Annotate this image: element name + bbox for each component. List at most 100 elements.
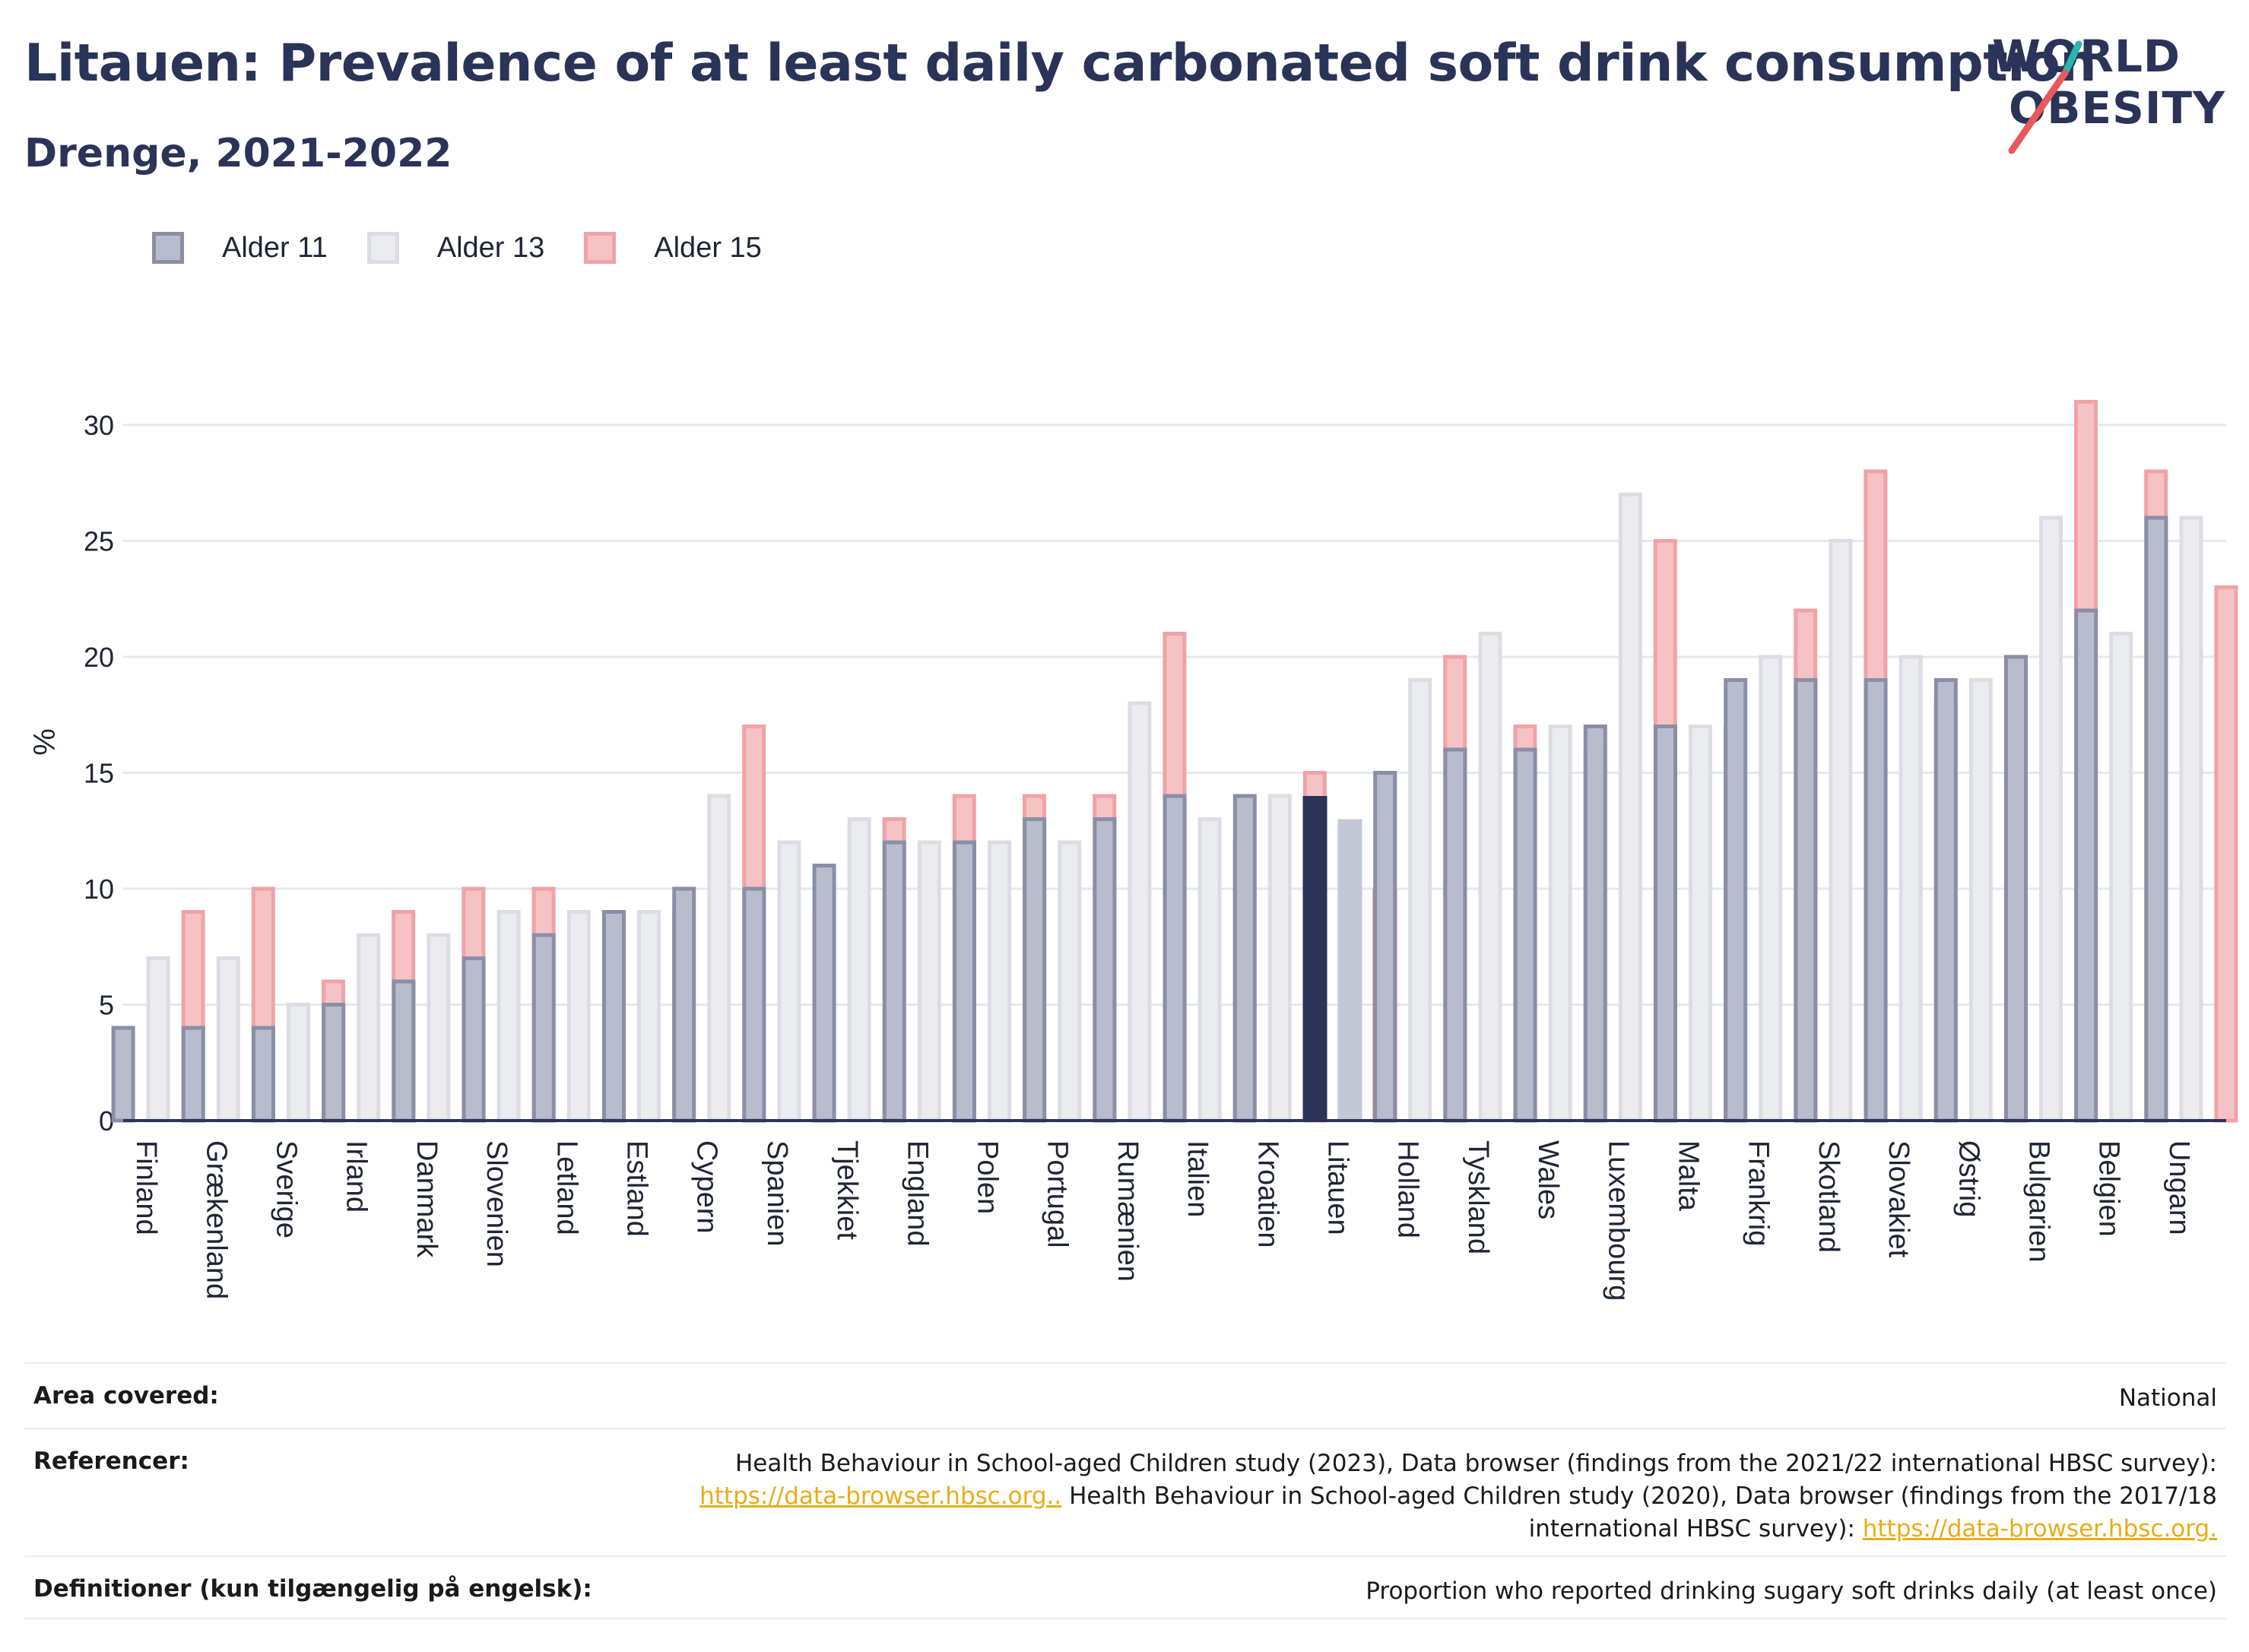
chart-legend: Alder 11 Alder 13 Alder 15 [152, 227, 801, 269]
x-tick-label: Spanien [761, 1140, 793, 1246]
bar [287, 1003, 310, 1123]
bar [2039, 515, 2063, 1123]
x-tick-label: Bulgarien [2023, 1140, 2055, 1263]
bar [2144, 515, 2168, 1123]
x-tick-label: Litauen [1322, 1140, 1354, 1235]
legend-swatch-age-13 [366, 232, 399, 264]
legend-swatch-age-11 [152, 232, 184, 264]
bar [2214, 585, 2238, 1123]
x-tick-label: Østrig [1952, 1140, 1984, 1217]
x-tick-label: Grækenland [200, 1140, 232, 1299]
y-axis-label: % [28, 728, 62, 756]
bar [566, 910, 591, 1123]
legend-item-age-15[interactable]: Alder 15 [584, 232, 762, 265]
info-row-definitions: Definitioner (kun tilgængelig på engelsk… [24, 1555, 2226, 1619]
bar [427, 933, 451, 1123]
bar [1443, 747, 1467, 1123]
info-row-references: Referencer: Health Behaviour in School-a… [24, 1428, 2226, 1555]
x-tick-label: Polen [972, 1140, 1004, 1214]
legend-label: Alder 13 [436, 231, 545, 264]
world-obesity-logo: WORLD OBESITY [1992, 30, 2225, 160]
info-val-definitions: Proportion who reported drinking sugary … [1366, 1577, 2217, 1605]
bar [496, 910, 521, 1123]
y-tick-label: 25 [84, 526, 114, 557]
legend-item-age-11[interactable]: Alder 11 [152, 232, 328, 265]
x-tick-label: Belgien [2093, 1140, 2125, 1237]
bar [1128, 701, 1152, 1123]
bar [1794, 678, 1818, 1123]
bar [392, 979, 416, 1123]
bar [216, 956, 240, 1123]
bar [111, 1026, 135, 1123]
x-tick-label: Skotland [1813, 1140, 1845, 1253]
bar [1478, 632, 1502, 1123]
bar [1829, 539, 1853, 1123]
x-tick-label: Malta [1673, 1140, 1705, 1212]
bar [1197, 817, 1222, 1123]
bar [1058, 840, 1082, 1123]
bar [1373, 771, 1397, 1123]
info-key-references: Referencer: [33, 1447, 189, 1475]
bar [1302, 796, 1328, 1121]
bar [1864, 678, 1888, 1123]
x-tick-label: Finland [130, 1140, 162, 1235]
info-val-area: National [2118, 1384, 2217, 1412]
bar [1689, 725, 1712, 1123]
reference-text-2: Health Behaviour in School-aged Children… [1061, 1482, 2217, 1510]
bar [322, 1003, 346, 1123]
x-tick-label: Portugal [1042, 1140, 1074, 1248]
bar [1724, 678, 1748, 1123]
reference-line-1: Health Behaviour in School-aged Children… [735, 1450, 2217, 1477]
info-key-area: Area covered: [33, 1382, 219, 1409]
bar [917, 840, 941, 1123]
y-tick-label: 0 [99, 1105, 114, 1137]
bar [252, 1026, 275, 1123]
info-val-references: Health Behaviour in School-aged Children… [699, 1447, 2217, 1546]
bar [742, 886, 766, 1123]
logo-line-1: WORLD [1992, 30, 2181, 82]
reference-link-2[interactable]: https://data-browser.hbsc.org. [1862, 1515, 2217, 1543]
bar [1583, 725, 1607, 1123]
legend-label: Alder 15 [654, 231, 762, 264]
bar [602, 910, 626, 1123]
bar [1513, 747, 1537, 1123]
legend-item-age-13[interactable]: Alder 13 [366, 231, 545, 265]
bar [1968, 678, 1993, 1123]
y-tick-label: 5 [99, 990, 114, 1021]
bar [988, 840, 1011, 1123]
bar [2004, 655, 2028, 1123]
bar [953, 840, 976, 1123]
x-tick-label: Slovakiet [1883, 1140, 1914, 1258]
info-key-definitions: Definitioner (kun tilgængelig på engelsk… [33, 1575, 592, 1603]
bar [1337, 819, 1362, 1121]
x-tick-label: Ungarn [2163, 1140, 2195, 1235]
x-tick-label: Holland [1392, 1140, 1424, 1238]
bar [777, 840, 801, 1123]
x-tick-label: Sverige [271, 1140, 303, 1238]
x-tick-label: Luxembourg [1602, 1140, 1634, 1301]
y-tick-label: 20 [84, 642, 114, 673]
bar [1759, 655, 1783, 1123]
y-tick-label: 30 [84, 410, 114, 441]
bar [1898, 655, 1923, 1123]
legend-swatch-age-15 [584, 232, 617, 264]
bar [672, 886, 696, 1123]
x-tick-label: Italien [1182, 1140, 1213, 1217]
x-tick-label: Tjekkiet [831, 1140, 863, 1240]
bar [812, 864, 836, 1123]
x-tick-label: Frankrig [1743, 1140, 1775, 1246]
legend-label: Alder 11 [222, 231, 328, 264]
y-tick-label: 10 [84, 874, 114, 905]
x-tick-label: Wales [1532, 1140, 1564, 1219]
bar [1232, 794, 1257, 1123]
bar [1267, 794, 1292, 1123]
y-tick-label: 15 [84, 758, 114, 789]
bar [146, 956, 170, 1123]
info-row-area: Area covered: National [24, 1362, 2226, 1428]
x-tick-label: Kroatien [1251, 1140, 1283, 1248]
logo-slash-icon [2008, 40, 2082, 154]
reference-link-1[interactable]: https://data-browser.hbsc.org.. [699, 1482, 1062, 1510]
chart-title: Litauen: Prevalence of at least daily ca… [24, 33, 2097, 94]
bar [637, 910, 661, 1123]
bar [462, 956, 486, 1123]
